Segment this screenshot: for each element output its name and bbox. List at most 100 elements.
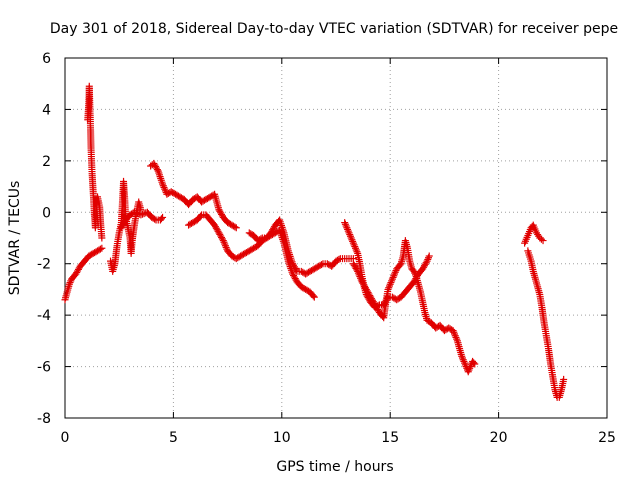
data-point xyxy=(460,357,468,365)
y-tick-label: 6 xyxy=(42,51,51,67)
data-point xyxy=(385,282,393,290)
data-point xyxy=(310,293,318,301)
data-point xyxy=(464,368,472,376)
y-tick-label: -8 xyxy=(37,411,51,427)
data-point xyxy=(424,255,432,263)
data-point xyxy=(137,211,145,219)
data-point xyxy=(449,327,457,335)
data-point xyxy=(352,244,360,252)
data-point xyxy=(386,280,394,288)
data-point xyxy=(221,240,229,248)
data-point xyxy=(222,243,230,251)
data-point xyxy=(341,220,349,228)
data-point xyxy=(341,219,349,227)
data-point xyxy=(387,279,395,287)
data-point xyxy=(391,270,399,278)
data-point xyxy=(318,261,326,269)
x-tick-label: 0 xyxy=(61,430,70,446)
y-tick-label: 4 xyxy=(42,102,51,118)
data-point xyxy=(65,280,73,288)
data-point xyxy=(220,238,228,246)
data-point xyxy=(343,224,351,232)
data-point xyxy=(350,241,358,249)
data-point xyxy=(466,364,474,372)
data-point xyxy=(66,279,74,287)
data-point xyxy=(98,244,106,252)
data-point xyxy=(355,271,363,279)
data-point xyxy=(385,284,393,292)
data-point xyxy=(354,269,362,277)
data-point xyxy=(470,359,478,367)
y-tick-label: -4 xyxy=(37,308,51,324)
data-point xyxy=(157,215,165,223)
data-point xyxy=(346,231,354,239)
y-tick-label: -2 xyxy=(37,257,51,273)
y-tick-labels: -8 -6 -4 -2 0 2 4 6 xyxy=(37,51,51,427)
plot-frame xyxy=(64,57,608,419)
data-point xyxy=(348,236,356,244)
data-point xyxy=(153,166,161,174)
data-point xyxy=(159,182,167,190)
data-point xyxy=(351,243,359,251)
data-point xyxy=(388,275,396,283)
y-tick-label: -6 xyxy=(37,360,51,376)
data-point xyxy=(459,356,467,364)
data-point xyxy=(231,223,239,231)
data-point xyxy=(309,292,317,300)
data-point xyxy=(98,234,106,242)
data-point xyxy=(389,273,397,281)
data-point xyxy=(390,272,398,280)
x-tick-label: 25 xyxy=(598,430,616,446)
data-point xyxy=(466,363,474,371)
data-point xyxy=(357,274,365,282)
data-point xyxy=(159,213,167,221)
data-point xyxy=(465,366,473,374)
data-point xyxy=(539,237,547,245)
data-point xyxy=(347,234,355,242)
data-points xyxy=(61,82,568,401)
data-point xyxy=(159,180,167,188)
data-point xyxy=(346,232,354,240)
data-point xyxy=(349,237,357,245)
grid-lines xyxy=(65,58,607,418)
data-point xyxy=(391,268,399,276)
data-point xyxy=(96,245,104,253)
x-tick-labels: 0 5 10 15 20 25 xyxy=(61,430,616,446)
data-point xyxy=(388,277,396,285)
chart-title: Day 301 of 2018, Sidereal Day-to-day VTE… xyxy=(50,21,618,37)
data-point xyxy=(342,222,350,230)
data-point xyxy=(537,235,545,243)
y-tick-label: 0 xyxy=(42,205,51,221)
data-point xyxy=(453,335,461,343)
data-point xyxy=(471,360,479,368)
data-point xyxy=(458,352,466,360)
data-point xyxy=(423,257,431,265)
x-tick-label: 15 xyxy=(381,430,399,446)
x-axis-title: GPS time / hours xyxy=(276,459,393,475)
data-point xyxy=(357,276,365,284)
data-point xyxy=(450,328,458,336)
data-point xyxy=(356,273,364,281)
data-point xyxy=(161,185,169,193)
data-point xyxy=(354,267,362,275)
data-point xyxy=(219,237,227,245)
data-point xyxy=(560,375,568,383)
data-point xyxy=(425,254,433,262)
data-point xyxy=(425,252,433,260)
data-point xyxy=(197,212,204,220)
data-point xyxy=(451,332,459,340)
data-point xyxy=(221,242,229,250)
data-point xyxy=(132,209,140,217)
x-tick-label: 5 xyxy=(169,430,178,446)
data-point xyxy=(411,269,419,277)
data-point xyxy=(257,235,265,243)
data-point xyxy=(410,267,418,275)
data-point xyxy=(218,235,226,243)
data-point xyxy=(232,224,240,232)
data-point xyxy=(345,229,353,237)
axis-ticks xyxy=(64,57,608,419)
data-point xyxy=(461,359,469,367)
data-point xyxy=(344,227,352,235)
data-point xyxy=(130,208,138,216)
